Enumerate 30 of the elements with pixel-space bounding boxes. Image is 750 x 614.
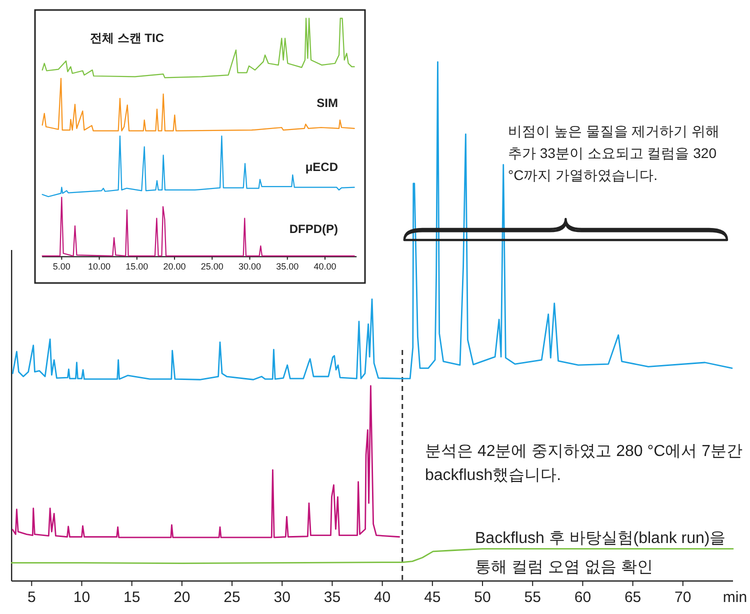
- x-tick-label: 60: [574, 589, 592, 606]
- x-tick-label: 40.00: [314, 262, 336, 272]
- x-tick-label: 25: [224, 589, 240, 606]
- x-tick-label: 10.00: [88, 262, 111, 272]
- x-tick-label: 70: [674, 589, 692, 606]
- series-label: SIM: [316, 96, 338, 110]
- x-tick-label: 45: [424, 589, 441, 606]
- x-tick-label: 15.00: [126, 262, 148, 272]
- x-tick-label: 35.00: [276, 262, 299, 272]
- x-axis-title: min: [722, 589, 748, 606]
- annotation: 분석은 42분에 중지하였고 280 °C에서 7분간 backflush했습니다.: [425, 442, 743, 486]
- x-tick-label: 25.00: [200, 262, 224, 272]
- x-tick-label: 5: [27, 589, 36, 606]
- x-tick-label: 10: [73, 589, 90, 606]
- x-tick-label: 30: [274, 589, 290, 606]
- annotation: 비점이 높은 물질을 제거하기 위해 추가 33분이 소요되고 컬럼을 320 °C까지 가열하였습니다.: [508, 122, 721, 185]
- x-tick-label: 50: [474, 589, 491, 606]
- series-label: DFPD(P): [289, 222, 338, 236]
- x-tick-label: 5.00: [52, 262, 70, 272]
- x-tick-label: 55: [524, 589, 541, 606]
- x-tick-label: 40: [374, 589, 391, 606]
- series-label: μECD: [305, 160, 338, 174]
- x-tick-label: 35: [324, 589, 341, 606]
- x-tick-label: 15: [123, 589, 140, 606]
- annotation: Backflush 후 바탕실험(blank run)을 통해 컬럼 오염 없음 확인: [475, 529, 727, 578]
- x-tick-label: 20.00: [163, 262, 186, 272]
- x-tick-label: 20: [174, 589, 190, 606]
- x-tick-label: 65: [624, 589, 642, 606]
- x-tick-label: 30.00: [238, 262, 262, 272]
- text: 전체 스캔 TIC: [90, 31, 164, 45]
